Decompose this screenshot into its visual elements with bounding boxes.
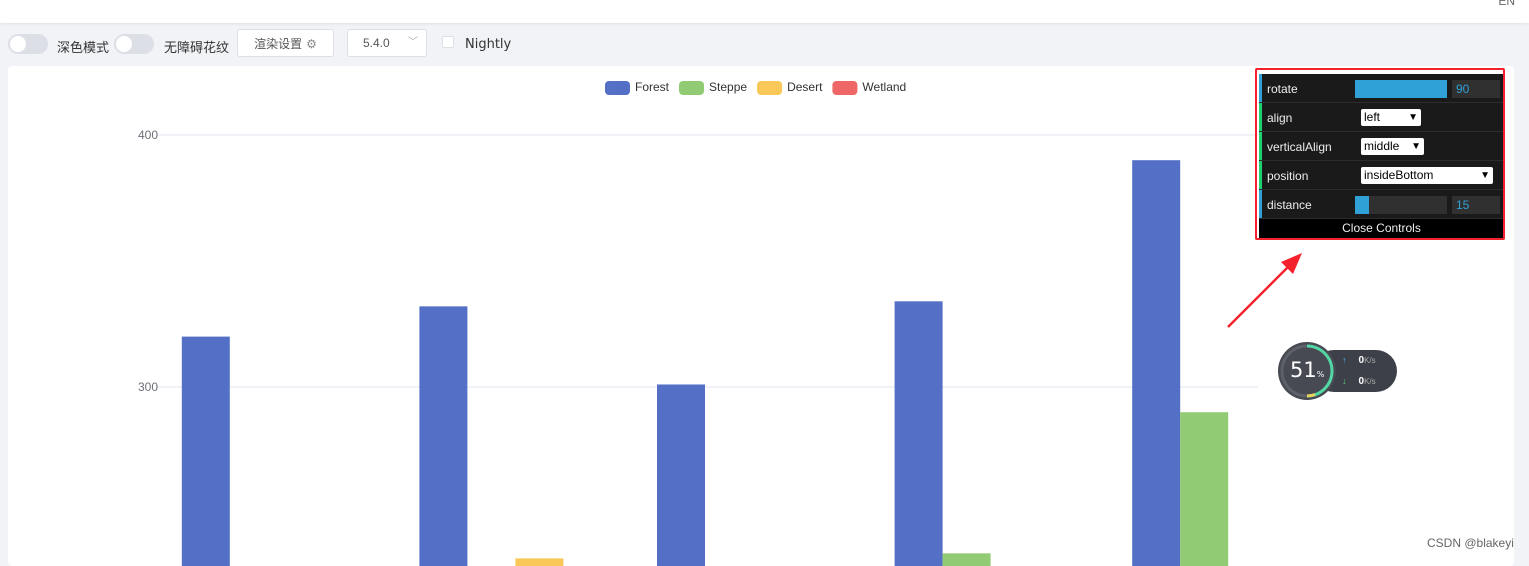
rotate-slider[interactable] — [1355, 80, 1447, 98]
dark-mode-toggle[interactable] — [8, 34, 48, 54]
language-switch[interactable]: EN — [1498, 0, 1515, 8]
control-panel: rotate 90 align left ▼ verticalAlign midd… — [1259, 74, 1504, 238]
legend-swatch — [679, 81, 705, 95]
arrow-down-icon: ↓ — [1342, 376, 1347, 386]
bar-forest — [894, 301, 943, 566]
chart-bars — [181, 160, 1229, 566]
bar-steppe — [942, 553, 991, 566]
distance-slider-fill — [1355, 196, 1369, 214]
align-select[interactable]: left ▼ — [1361, 109, 1421, 126]
version-value: 5.4.0 — [363, 36, 390, 50]
cpu-gauge: 51% — [1278, 342, 1336, 400]
vertical-align-select[interactable]: middle ▼ — [1361, 138, 1424, 155]
chart-legend: Forest Steppe Desert Wetland — [605, 80, 906, 95]
bar-steppe — [1180, 412, 1229, 566]
chart-grid: 300 400 — [138, 128, 1258, 394]
distance-slider[interactable] — [1355, 196, 1447, 214]
gear-icon: ⚙ — [306, 37, 317, 51]
chevron-down-icon: ▼ — [1411, 141, 1421, 152]
rotate-label: rotate — [1267, 82, 1298, 96]
watermark: CSDN @blakeyi — [1427, 536, 1514, 550]
upload-speed: ↑ 0K/s — [1342, 355, 1376, 366]
rotate-control: rotate 90 — [1259, 74, 1504, 103]
bar-forest — [181, 336, 230, 566]
row-marker — [1259, 132, 1262, 160]
arrow-up-icon: ↑ — [1342, 355, 1347, 365]
distance-control: distance 15 — [1259, 190, 1504, 219]
row-marker — [1259, 103, 1262, 131]
distance-label: distance — [1267, 198, 1312, 212]
version-select[interactable]: 5.4.0 ﹀ — [347, 29, 427, 57]
legend-label: Steppe — [709, 80, 747, 94]
top-bar: EN — [0, 0, 1529, 23]
align-value: left — [1364, 110, 1381, 124]
vertical-align-label: verticalAlign — [1267, 140, 1332, 154]
gauge-ring — [1280, 344, 1334, 398]
bar-chart: Forest Steppe Desert Wetland 300 400 — [138, 80, 1258, 566]
align-control: align left ▼ — [1259, 103, 1504, 132]
nightly-label: Nightly — [465, 37, 512, 52]
rotate-input[interactable]: 90 — [1452, 80, 1500, 98]
legend-label: Desert — [787, 80, 823, 94]
bar-forest — [657, 384, 705, 566]
nightly-checkbox[interactable] — [442, 36, 454, 48]
position-label: position — [1267, 169, 1309, 183]
chevron-down-icon: ▼ — [1408, 112, 1418, 123]
y-tick-label: 400 — [138, 128, 158, 142]
dark-mode-label: 深色模式 — [57, 41, 110, 56]
download-speed: ↓ 0K/s — [1342, 376, 1376, 387]
legend-swatch — [832, 81, 858, 95]
y-tick-label: 300 — [138, 380, 158, 394]
row-marker — [1259, 74, 1262, 102]
render-settings-label: 渲染设置 — [254, 37, 303, 51]
chevron-down-icon: ﹀ — [408, 37, 418, 48]
position-value: insideBottom — [1364, 168, 1434, 182]
toolbar: 深色模式 无障碍花纹 渲染设置 ⚙ 5.4.0 ﹀ Nightly — [0, 29, 1529, 59]
chevron-down-icon: ▼ — [1480, 170, 1490, 181]
cpu-percent: 51% — [1290, 358, 1325, 382]
distance-input[interactable]: 15 — [1452, 196, 1500, 214]
legend-label: Forest — [635, 80, 670, 94]
align-label: align — [1267, 111, 1293, 125]
bar-desert — [515, 558, 564, 566]
bar-forest — [419, 306, 468, 566]
legend-label: Wetland — [862, 80, 906, 94]
vertical-align-control: verticalAlign middle ▼ — [1259, 132, 1504, 161]
legend-swatch — [605, 81, 630, 95]
legend-swatch — [757, 81, 783, 95]
rotate-slider-fill — [1355, 80, 1447, 98]
row-marker — [1259, 190, 1262, 218]
close-controls-button[interactable]: Close Controls — [1259, 219, 1504, 238]
position-select[interactable]: insideBottom ▼ — [1361, 167, 1493, 184]
a11y-pattern-label: 无障碍花纹 — [164, 41, 230, 56]
a11y-pattern-toggle[interactable] — [114, 34, 154, 54]
row-marker — [1259, 161, 1262, 189]
bar-forest — [1132, 160, 1181, 566]
position-control: position insideBottom ▼ — [1259, 161, 1504, 190]
vertical-align-value: middle — [1364, 139, 1400, 153]
highlight-box — [1255, 68, 1505, 240]
render-settings-button[interactable]: 渲染设置 ⚙ — [237, 29, 334, 57]
